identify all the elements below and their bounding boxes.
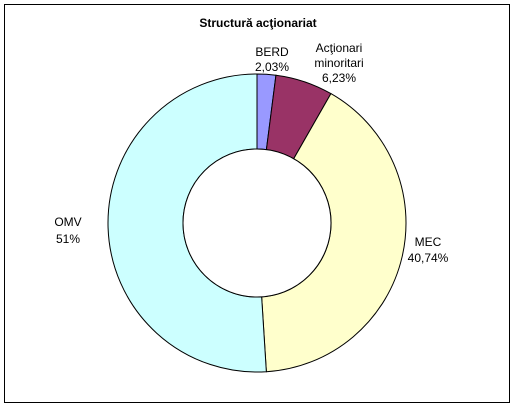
chart-title: Structură acţionariat: [199, 16, 316, 30]
label-berd-value: 2,03%: [255, 60, 289, 74]
label-mec-name: MEC: [415, 235, 442, 249]
label-berd-name: BERD: [255, 45, 289, 59]
donut-hole: [182, 148, 332, 298]
label-minoritari-name-line1: Acţionari: [316, 41, 363, 55]
label-minoritari-name-line2: minoritari: [314, 56, 363, 70]
label-omv-name: OMV: [54, 215, 81, 229]
donut-slices: [107, 73, 407, 373]
label-minoritari-value: 6,23%: [322, 71, 356, 85]
label-mec-value: 40,74%: [408, 251, 449, 265]
label-omv-value: 51%: [56, 232, 80, 246]
